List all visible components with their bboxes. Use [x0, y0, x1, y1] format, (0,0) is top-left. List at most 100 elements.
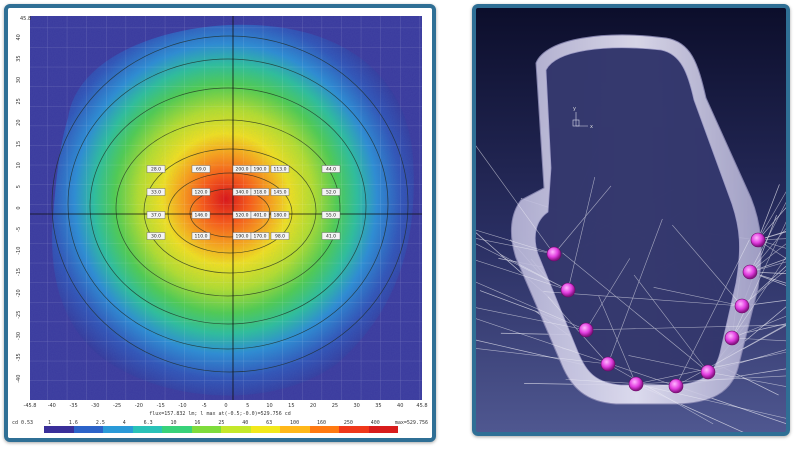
color-scale-swatch: [339, 426, 369, 433]
color-scale-swatch: [250, 426, 280, 433]
x-tick-label: -45.8: [24, 403, 37, 409]
light-ray: [741, 299, 786, 307]
led-source: [750, 232, 766, 248]
color-scale-swatch: [103, 426, 133, 433]
scale-value: 1: [48, 420, 52, 426]
light-ray: [675, 239, 750, 387]
color-scale-swatch: [280, 426, 310, 433]
light-ray: [633, 274, 709, 373]
x-tick-label: 10: [266, 403, 272, 409]
measurement-value: 37.0: [151, 213, 161, 219]
led-source: [600, 356, 616, 372]
y-axis-ticks: 40 35 30 25 20 15 10 5 0 -5 -10 -15 -20 -25 -30 -35 -40: [16, 34, 22, 383]
light-ray: [562, 252, 709, 373]
y-tick-label: -10: [16, 247, 22, 255]
y-tick-label: -25: [16, 311, 22, 319]
light-ray: [476, 307, 587, 331]
light-ray: [675, 324, 786, 387]
color-scale-swatch: [132, 426, 162, 433]
light-ray: [749, 201, 786, 273]
scale-value: 2.5: [95, 420, 105, 426]
y-tick-label: -5: [16, 227, 22, 232]
light-ray: [567, 177, 596, 291]
x-tick-label: 30: [353, 403, 359, 409]
measurement-point: 33.0: [146, 188, 166, 196]
contour-lines: [51, 35, 409, 373]
light-ray: [628, 355, 709, 373]
x-tick-label: -25: [113, 403, 121, 409]
led-source: [700, 364, 716, 380]
y-axis-top-label: 45.8: [20, 16, 31, 22]
y-tick-label: 30: [16, 77, 22, 83]
color-scale-swatch: [221, 426, 251, 433]
axis-y-label: y: [573, 106, 576, 112]
light-ray: [707, 371, 786, 387]
measurement-point: 170.0: [250, 232, 270, 240]
measurement-point: 146.0: [191, 211, 211, 219]
light-ray: [476, 243, 569, 291]
scale-value: 40: [242, 420, 249, 426]
led-source: [734, 298, 750, 314]
x-tick-label: 20: [310, 403, 316, 409]
light-ray: [731, 337, 786, 342]
light-ray: [672, 224, 743, 307]
noise-texture: [30, 16, 422, 400]
color-scale-swatch: [162, 426, 192, 433]
light-guide-frame: [510, 34, 762, 405]
led-source: [724, 330, 740, 346]
light-ray: [757, 184, 780, 241]
measurement-value: 113.0: [274, 167, 287, 173]
light-ray: [553, 185, 612, 255]
measurement-point: 318.0: [250, 188, 270, 196]
light-ray: [757, 191, 786, 241]
y-tick-label: -15: [16, 268, 22, 276]
axis-triad: [572, 112, 588, 127]
measurement-value: 55.0: [326, 213, 336, 219]
color-scale-swatch: [44, 426, 74, 433]
light-ray: [476, 260, 569, 291]
scale-min-label: cd 0.53: [12, 420, 34, 426]
measurement-value: 44.0: [326, 167, 336, 173]
light-ray: [653, 287, 743, 307]
measurement-point: 41.0: [321, 232, 341, 240]
raytrace-render-panel: y x: [472, 4, 790, 436]
y-tick-label: -20: [16, 289, 22, 297]
measurement-value: 180.0: [274, 213, 287, 219]
y-tick-label: -35: [16, 353, 22, 361]
measurement-value: 120.0: [195, 190, 208, 196]
measurement-point: 520.0: [232, 211, 252, 219]
measurement-point: 113.0: [270, 165, 290, 173]
light-ray: [476, 229, 555, 255]
x-tick-label: 15: [288, 403, 294, 409]
light-ray: [731, 315, 786, 339]
measurement-value: 69.0: [196, 167, 206, 173]
scale-value: 100: [290, 420, 300, 426]
x-tick-label: -20: [135, 403, 143, 409]
led-source: [628, 376, 644, 392]
scale-value: 16: [194, 420, 201, 426]
measurement-point: 401.0: [250, 211, 270, 219]
scale-values: 1 1.6 2.5 4 6.3 10 16 25 40 63 100 160 250 400: [39, 420, 389, 426]
light-ray: [635, 351, 786, 385]
x-axis-ticks: -45.8 -40 -35 -30 -25 -20 -15 -10 -5 0 5 10 15 20 25 30…: [24, 403, 428, 409]
x-tick-label: 25: [332, 403, 338, 409]
measurement-value: 33.0: [151, 190, 161, 196]
measurement-point: 120.0: [191, 188, 211, 196]
light-ray: [741, 269, 786, 307]
measurement-value: 110.0: [195, 234, 208, 240]
light-ray: [749, 261, 786, 273]
heatmap-footer: flux=157.832 lm; l max at(-0.5;-0.0)=529…: [8, 410, 432, 438]
x-tick-label: -30: [91, 403, 99, 409]
measurement-point: 55.0: [321, 211, 341, 219]
measurement-points: 28.0 69.0 200.0 190.0 113.0 44.0 33.0 120.0 340.…: [146, 165, 341, 240]
scale-value: 250: [343, 420, 353, 426]
measurement-value: 190.0: [254, 167, 267, 173]
y-tick-label: 40: [16, 34, 22, 40]
x-tick-label: 40: [397, 403, 403, 409]
led-source: [742, 264, 758, 280]
y-tick-label: -40: [16, 375, 22, 383]
measurement-point: 37.0: [146, 211, 166, 219]
y-tick-label: -30: [16, 332, 22, 340]
measurement-value: 520.0: [236, 213, 249, 219]
x-tick-label: 35: [375, 403, 381, 409]
